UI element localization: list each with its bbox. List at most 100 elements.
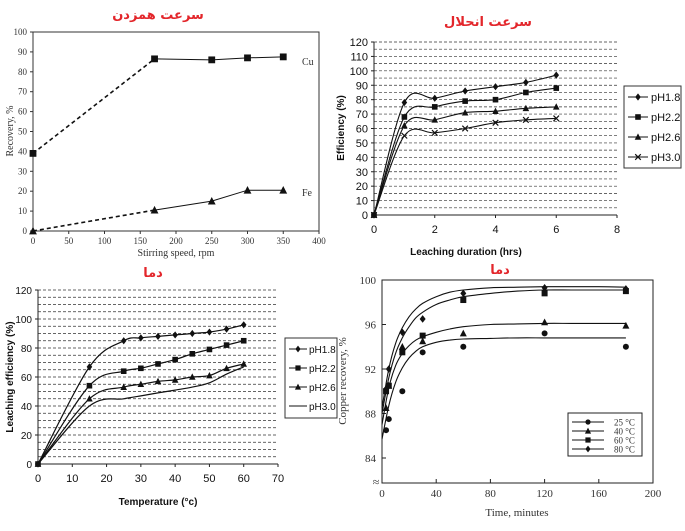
- p4-series-1-point: [398, 342, 406, 350]
- p3-series-2-point: [154, 377, 162, 385]
- p4-legend-label-1: 40 °C: [614, 427, 635, 437]
- p2-xtick-label: 8: [614, 224, 620, 236]
- p4-legend-label-0: 25 °C: [614, 418, 635, 428]
- p4-series-0-point: [399, 388, 406, 395]
- p3-series-2-point: [223, 364, 230, 372]
- panel-stirring-speed: Stirring speed, rpm Recovery, % Cu Fe 0 5…: [5, 27, 326, 259]
- p4-series-3-point: [419, 315, 426, 323]
- p1-series-1-line: [154, 189, 284, 211]
- p4-ytick-label: 92: [365, 364, 376, 376]
- p3-xtick-label: 0: [35, 473, 41, 485]
- p3-series-0-line: [37, 324, 244, 465]
- p4-legend-marker-0: [585, 419, 591, 425]
- p4-series-3-point: [399, 328, 406, 337]
- p2-series-2-point: [401, 122, 408, 129]
- p3-series-0-point: [172, 331, 178, 339]
- p1-label-cu: Cu: [302, 57, 314, 68]
- p3-series-1-line: [37, 340, 244, 465]
- p1-ytick-label: 70: [18, 87, 28, 97]
- p3-series-0-point: [206, 328, 213, 336]
- p4-series-2-point: [541, 290, 548, 297]
- p3-series-3-line: [37, 366, 244, 465]
- p4-xlabel: Time, minutes: [485, 507, 548, 519]
- p3-xtick-label: 30: [135, 473, 147, 485]
- p2-xlabel: Leaching duration (hrs): [410, 247, 522, 258]
- p3-ytick-label: 60: [21, 373, 33, 384]
- p2-xtick-label: 2: [432, 224, 438, 236]
- p2-series-0-point: [492, 83, 499, 91]
- p1-ytick-label: 20: [18, 186, 28, 196]
- p3-legend-label-0: pH1.8: [309, 345, 336, 356]
- p4-legend: [567, 412, 643, 457]
- p2-ytick-label: 70: [356, 109, 368, 121]
- p2-series-2-point: [492, 107, 499, 114]
- p2-ytick-label: 100: [350, 66, 368, 78]
- p4-series-0-point: [385, 416, 392, 423]
- p4-series-0-point: [622, 343, 629, 350]
- p2-legend-marker-0: [635, 93, 641, 101]
- p2-series-1-point: [492, 96, 499, 103]
- p2-ytick-label: 110: [350, 51, 368, 63]
- p1-ylabel: Recovery, %: [5, 106, 16, 157]
- p2-series-3-point: [522, 116, 530, 124]
- p4-series-2-fit: [381, 289, 626, 414]
- p2-series-1-point: [523, 89, 529, 96]
- p4-ytick-label: 84: [365, 453, 377, 465]
- p1-xtick-label: 200: [169, 236, 183, 246]
- p1-ytick-label: 60: [18, 107, 28, 117]
- p4-series-0-point: [383, 427, 390, 434]
- p3-xtick-label: 40: [169, 473, 181, 485]
- p1-xtick-label: 100: [98, 236, 112, 246]
- p4-frame: [381, 279, 654, 484]
- p3-ytick-label: 20: [21, 431, 33, 442]
- p2-series-1-point: [553, 85, 560, 91]
- p1-ytick-label: 10: [18, 206, 28, 216]
- p3-series-1-point: [206, 346, 213, 353]
- p1-series-1-point: [243, 186, 252, 194]
- p4-series-3-point: [541, 283, 548, 292]
- p1-xlabel: Stirring speed, rpm: [138, 248, 215, 259]
- p2-series-0-line: [373, 74, 557, 216]
- p2-series-2-point: [552, 103, 560, 110]
- p3-series-2-point: [240, 360, 248, 367]
- p2-ytick-label: 50: [356, 138, 368, 150]
- p3-xtick-label: 50: [203, 473, 215, 485]
- p4-series-1-fit: [381, 322, 626, 425]
- p2-series-3-point: [431, 129, 438, 137]
- p4-series-1-point: [622, 321, 630, 329]
- p3-legend-label-1: pH2.2: [309, 364, 336, 375]
- p3-series-1-point: [120, 368, 127, 374]
- p1-xtick-label: 0: [31, 236, 36, 246]
- panel-leaching-duration: Leaching duration (hrs) Efficiency (%) 0…: [336, 37, 682, 258]
- p4-series-0-point: [460, 343, 467, 350]
- p3-series-0-point: [223, 325, 230, 333]
- p4-series-2-point: [419, 332, 426, 339]
- p4-xtick-label: 80: [485, 488, 497, 500]
- p2-xtick-label: 4: [492, 224, 498, 236]
- panel-copper-recovery: Time, minutes Copper recovery, % ≈ 0 40 80…: [337, 275, 662, 519]
- p3-series-0-point: [155, 332, 161, 340]
- p1-series-0-line: [154, 56, 284, 61]
- p1-ytick-label: 50: [18, 127, 28, 137]
- p2-ytick-label: 20: [356, 181, 368, 193]
- p3-series-1-point: [189, 351, 196, 357]
- p4-ytick-label: 88: [365, 409, 377, 421]
- p4-xtick-label: 0: [379, 488, 385, 500]
- p4-series-1-point: [419, 337, 427, 345]
- p3-ytick-label: 100: [15, 315, 32, 326]
- p4-series-0-point: [419, 349, 426, 356]
- p2-ytick-label: 40: [356, 152, 368, 164]
- p2-series-1-point: [431, 104, 438, 110]
- p3-legend-marker-0: [295, 345, 301, 353]
- p2-series-2-point: [522, 104, 530, 112]
- p3-xtick-label: 70: [272, 473, 284, 485]
- p3-ytick-label: 120: [15, 286, 32, 297]
- p2-title: سرعت انحلال: [444, 15, 532, 30]
- p2-ytick-label: 60: [356, 124, 368, 136]
- p3-series-2-point: [188, 373, 196, 380]
- p4-series-3-point: [622, 285, 629, 293]
- p3-legend-marker-2: [294, 383, 302, 390]
- p4-series-3-point: [460, 289, 467, 298]
- p4-legend-marker-3: [585, 445, 591, 453]
